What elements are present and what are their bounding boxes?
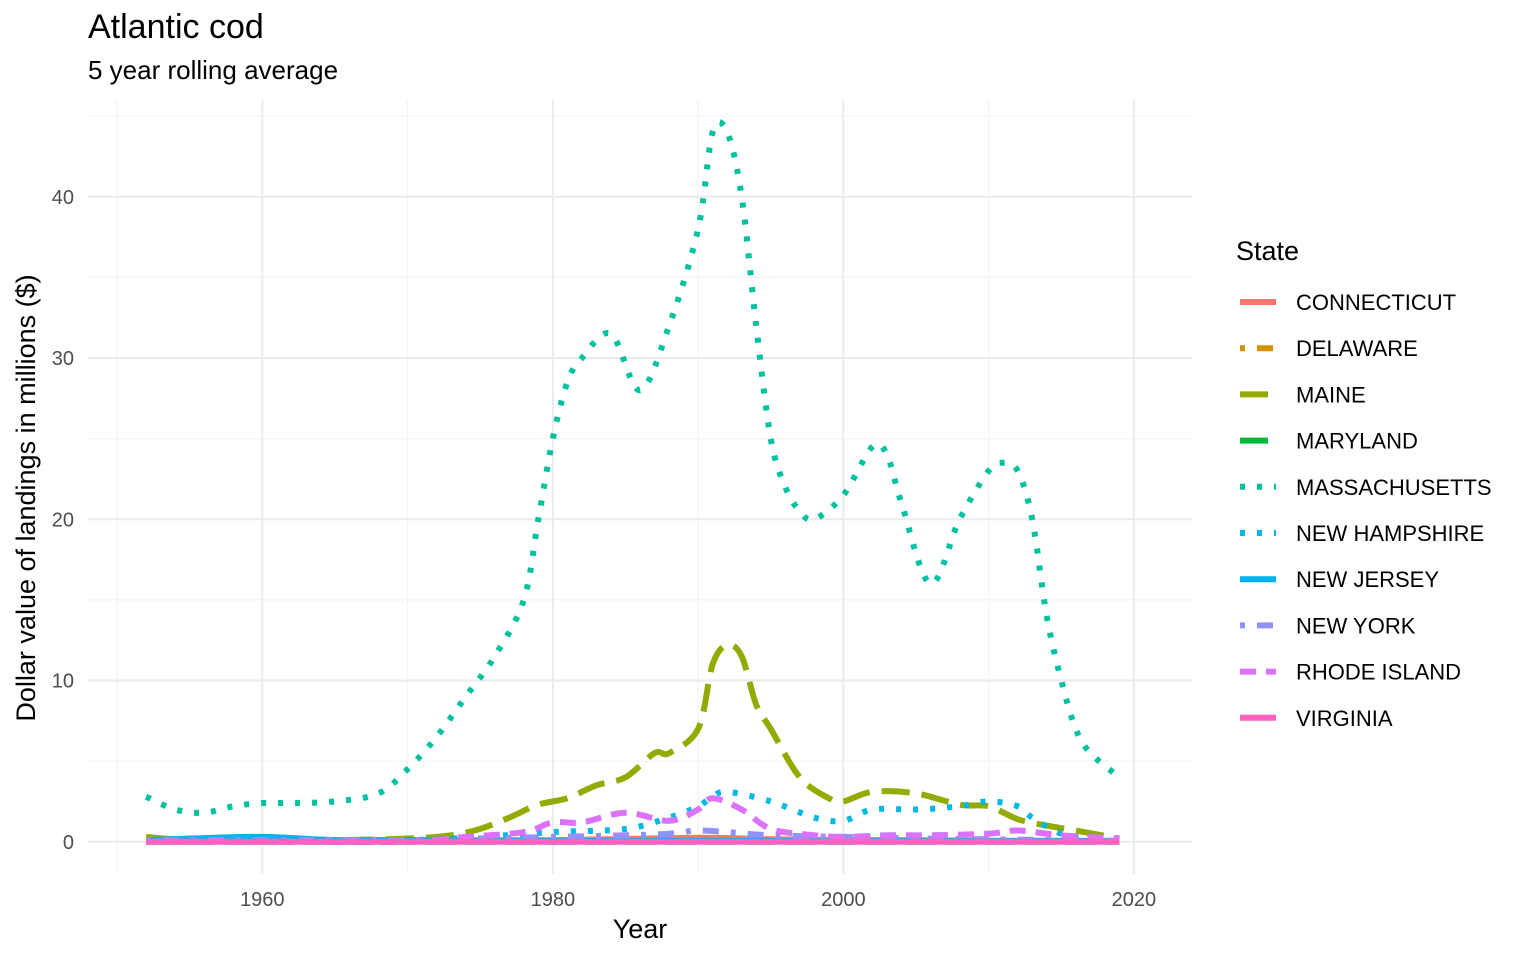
legend-item: DELAWARE	[1240, 336, 1418, 361]
legend-label: MAINE	[1296, 382, 1366, 407]
x-axis-ticks: 1960 1980 2000 2020	[240, 889, 1156, 911]
x-tick-label: 1980	[531, 889, 576, 911]
legend-item: MARYLAND	[1240, 429, 1418, 454]
legend-label: NEW YORK	[1296, 613, 1416, 638]
legend-label: DELAWARE	[1296, 336, 1418, 361]
series-line-rhode-island	[146, 795, 1120, 846]
x-tick-label: 2000	[821, 889, 866, 911]
series-layer	[144, 119, 1122, 846]
legend-item: NEW HAMPSHIRE	[1240, 521, 1484, 546]
y-tick-label: 10	[52, 671, 74, 693]
x-tick-label: 1960	[240, 889, 285, 911]
legend-item: NEW JERSEY	[1240, 567, 1439, 592]
grid	[88, 100, 1192, 874]
legend: State CONNECTICUT DELAWARE MAINE MARYLAND MA…	[1236, 236, 1492, 731]
y-tick-label: 0	[63, 832, 74, 854]
y-tick-label: 30	[52, 348, 74, 370]
series-line-massachusetts	[144, 119, 1122, 816]
legend-label: VIRGINIA	[1296, 706, 1393, 731]
legend-item: MASSACHUSETTS	[1240, 475, 1492, 500]
legend-item: CONNECTICUT	[1240, 290, 1456, 315]
legend-item: MAINE	[1240, 382, 1366, 407]
legend-label: RHODE ISLAND	[1296, 660, 1461, 685]
legend-label: CONNECTICUT	[1296, 290, 1456, 315]
legend-item: NEW YORK	[1240, 613, 1416, 638]
x-axis-title: Year	[613, 914, 668, 944]
y-axis-ticks: 0 10 20 30 40	[52, 187, 74, 854]
x-tick-label: 2020	[1112, 889, 1157, 911]
chart-title: Atlantic cod	[88, 8, 264, 46]
legend-item: VIRGINIA	[1240, 706, 1393, 731]
chart-subtitle: 5 year rolling average	[88, 55, 338, 85]
y-tick-label: 40	[52, 187, 74, 209]
series-line-maine	[145, 641, 1120, 844]
legend-label: MASSACHUSETTS	[1296, 475, 1492, 500]
legend-title: State	[1236, 236, 1299, 266]
legend-label: MARYLAND	[1296, 429, 1418, 454]
legend-item: RHODE ISLAND	[1240, 660, 1461, 685]
y-axis-title: Dollar value of landings in millions ($)	[11, 274, 41, 721]
y-tick-label: 20	[52, 509, 74, 531]
legend-label: NEW JERSEY	[1296, 567, 1439, 592]
legend-label: NEW HAMPSHIRE	[1296, 521, 1484, 546]
